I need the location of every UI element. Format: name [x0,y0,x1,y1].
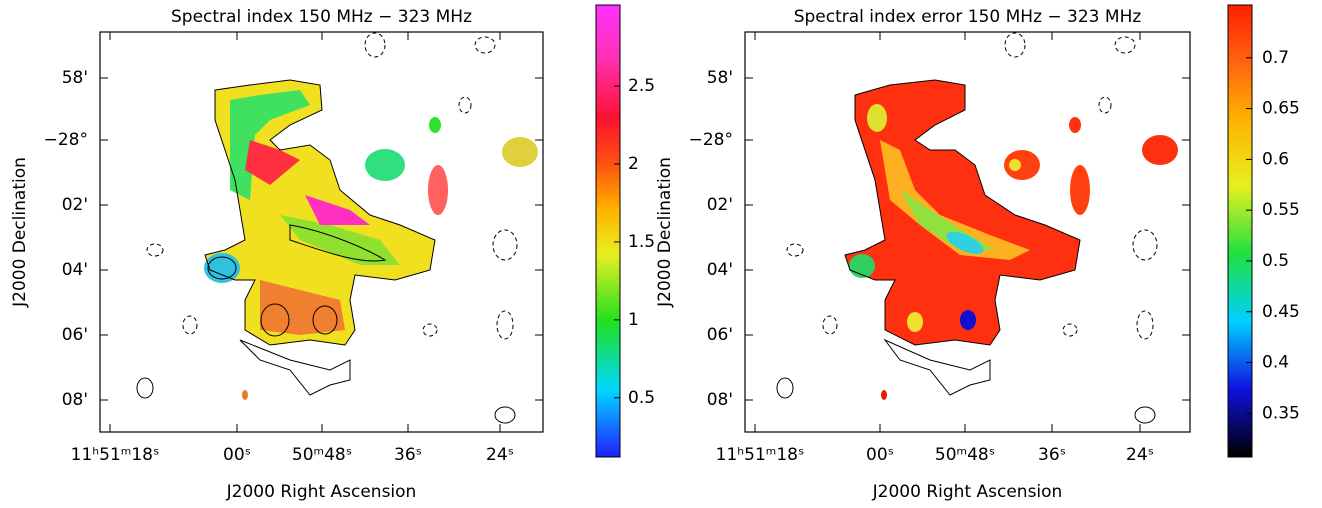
x-axis-label: J2000 Right Ascension [872,482,1063,502]
colorbar-tick-label: 0.7 [1262,48,1289,68]
x-tick-label: 24ˢ [486,445,514,465]
map-image [776,32,1178,424]
colorbar-tick-label: 0.55 [1262,200,1300,220]
y-axis-label: J2000 Declination [655,157,675,308]
colorbar-tick-label: 1 [628,310,639,330]
plot-frame [744,31,1191,433]
x-tick-label: 36ˢ [1038,445,1066,465]
panel-title: Spectral index 150 MHz − 323 MHz [171,7,472,27]
colorbar-tick-label: 0.6 [1262,149,1289,169]
x-axis-label: J2000 Right Ascension [226,482,417,502]
colorbar-tick-label: 0.45 [1262,302,1300,322]
y-tick-label: 02' [62,195,88,215]
x-tick-label: 36ˢ [394,445,422,465]
y-tick-label: 58' [62,68,88,88]
y-tick-label: 06' [62,325,88,345]
y-tick-label: 08' [62,390,88,410]
colorbar-tick-label: 0.35 [1262,403,1300,423]
x-tick-label: 00ˢ [866,445,894,465]
x-tick-label: 50ᵐ48ˢ [292,445,352,465]
map-image [136,32,538,424]
colorbar-tick-label: 1.5 [628,232,655,252]
y-tick-label: 04' [707,260,733,280]
y-tick-label: −28° [44,130,88,150]
colorbar-tick-label: 0.5 [628,388,655,408]
colorbar-tick-label: 2 [628,154,639,174]
colorbar [1227,4,1253,458]
y-axis-label: J2000 Declination [10,157,30,308]
y-tick-label: 08' [707,390,733,410]
x-tick-label: 11ʰ51ᵐ18ˢ [716,445,805,465]
colorbar-tick-label: 2.5 [628,76,655,96]
x-tick-label: 50ᵐ48ˢ [935,445,995,465]
y-tick-label: 04' [62,260,88,280]
y-tick-label: −28° [689,130,733,150]
colorbar-tick-label: 0.5 [1262,251,1289,271]
y-tick-label: 06' [707,325,733,345]
colorbar-tick-label: 0.4 [1262,353,1289,373]
colorbar [595,4,621,458]
x-tick-label: 11ʰ51ᵐ18ˢ [71,445,160,465]
y-tick-label: 02' [707,195,733,215]
x-tick-label: 24ˢ [1126,445,1154,465]
panel-title: Spectral index error 150 MHz − 323 MHz [794,7,1142,27]
x-tick-label: 00ˢ [223,445,251,465]
colorbar-tick-label: 0.65 [1262,99,1300,119]
y-tick-label: 58' [707,68,733,88]
